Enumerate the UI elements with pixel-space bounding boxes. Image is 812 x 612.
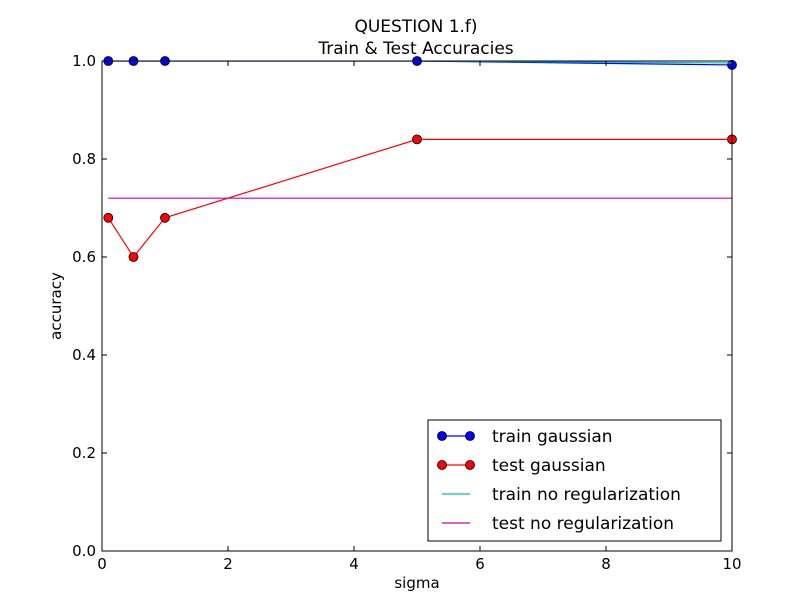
series-point-1 [412, 134, 422, 145]
chart-title-line2: Train & Test Accuracies [317, 39, 513, 59]
legend-label: train no regularization [492, 485, 681, 505]
x-tick-label: 10 [722, 555, 741, 573]
series-line-2 [108, 61, 732, 64]
legend-label: test no regularization [492, 514, 674, 534]
series-point-1 [103, 212, 114, 223]
legend-swatch-marker [437, 460, 447, 470]
x-tick-label: 8 [601, 555, 611, 573]
series-layer [103, 56, 737, 262]
y-tick-label: 0.0 [72, 542, 96, 560]
y-tick-label: 0.6 [72, 248, 96, 266]
y-tick-label: 0.4 [72, 346, 96, 364]
series-line-0 [108, 61, 732, 66]
series-point-1 [160, 212, 170, 223]
tick-layer: 0 2 4 6 8 10 0.0 0.2 0.4 0.6 0.8 1.0 [72, 52, 741, 573]
legend: train gaussian test gaussian train no regu… [427, 419, 722, 542]
x-tick-label: 0 [97, 555, 107, 573]
legend-label: test gaussian [492, 456, 606, 476]
y-tick-label: 0.2 [72, 444, 96, 462]
y-tick-label: 1.0 [72, 52, 96, 70]
legend-label: train gaussian [492, 427, 613, 447]
y-axis-label: accuracy [47, 272, 65, 340]
legend-swatch-marker [465, 460, 475, 470]
x-axis-label: sigma [394, 574, 439, 592]
legend-items: train gaussian test gaussian train no regu… [437, 427, 681, 534]
x-tick-label: 4 [349, 555, 359, 573]
legend-box [427, 419, 722, 542]
legend-swatch-marker [437, 431, 447, 441]
y-tick-label: 0.8 [72, 150, 96, 168]
x-tick-label: 2 [223, 555, 233, 573]
chart-title-line1: QUESTION 1.f) [354, 17, 477, 37]
legend-swatch-marker [465, 431, 475, 441]
x-tick-label: 6 [475, 555, 485, 573]
plot-area: 0 2 4 6 8 10 0.0 0.2 0.4 0.6 0.8 1.0 [72, 52, 741, 573]
axes-frame [101, 60, 733, 552]
series-point-1 [128, 252, 139, 262]
